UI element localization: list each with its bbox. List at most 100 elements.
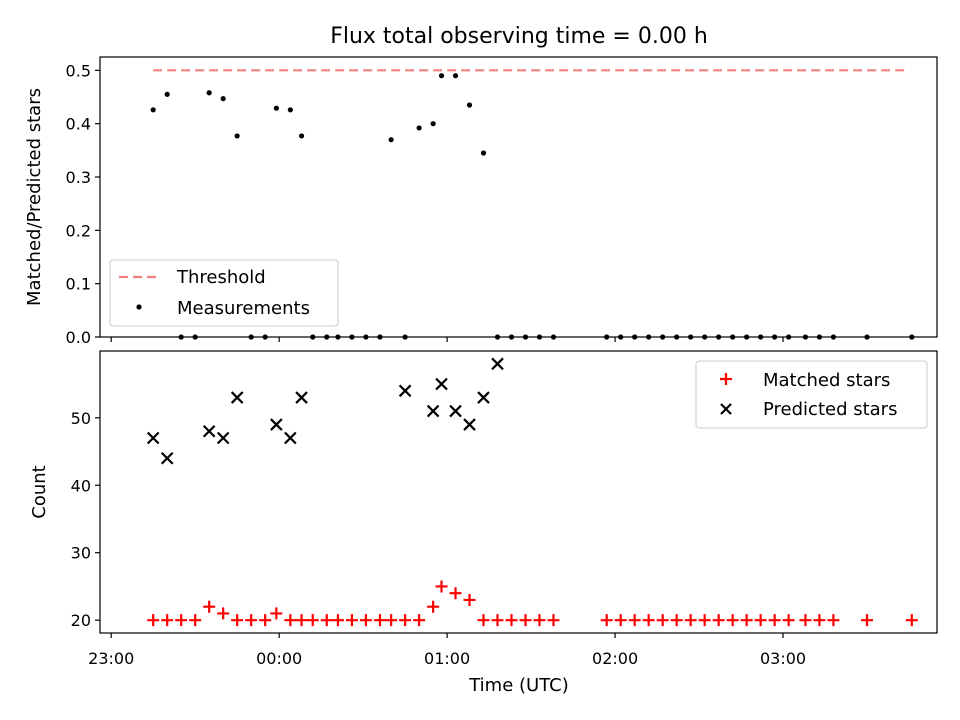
matched-stars-point [827,614,840,627]
bottom-x-axis-label: Time (UTC) [468,675,569,696]
chart-bottom: Count Time (UTC) 20 30 40 50 23:00 00:00 01:0… [29,350,938,696]
measurement-point [430,121,436,127]
bottom-xtick-label: 23:00 [88,649,134,668]
matched-stars-point [491,614,504,627]
matched-stars-point [435,580,448,593]
bottom-xtick-label: 03:00 [760,649,806,668]
matched-stars-point [799,614,812,627]
matched-stars-point [642,614,655,627]
bottom-y-axis: 20 30 40 50 [71,409,100,630]
measurement-point [480,150,487,156]
top-y-axis-label: Matched/Predicted stars [24,88,45,306]
legend-measurements-label: Measurements [177,298,310,319]
legend-threshold-label: Threshold [176,267,266,288]
measurement-point [452,73,459,79]
matched-stars-point [203,600,216,613]
predicted-stars-point [160,451,174,465]
bottom-ytick-label: 20 [71,611,91,630]
predicted-stars-point [491,357,504,371]
matched-stars-point [533,614,546,627]
legend-measurements-marker [136,304,142,310]
matched-stars-point [284,614,297,627]
bottom-ytick-label: 30 [71,544,91,563]
matched-stars-point [320,614,333,627]
predicted-stars-point [449,404,462,418]
matched-stars-point [359,614,372,627]
bottom-legend: Matched stars Predicted stars [695,360,928,429]
matched-stars-point [726,614,739,627]
matched-stars-point [614,614,627,627]
predicted-stars-point [202,425,216,438]
matched-stars-point [373,614,386,627]
bottom-x-axis: 23:00 00:00 01:00 02:00 03:00 [88,633,806,668]
measurement-point [416,125,422,131]
bottom-axes-frame [99,350,938,634]
predicted-stars-point [435,377,448,391]
measurement-point [164,91,170,97]
matched-stars-point [656,614,669,627]
legend-predicted-marker [720,403,732,415]
bottom-ytick-label: 50 [71,409,91,428]
legend-matched-marker [720,373,732,385]
matched-stars-point [245,614,258,627]
bottom-xtick-label: 02:00 [592,649,638,668]
legend-matched-label: Matched stars [763,370,890,391]
matched-stars-point [600,614,613,627]
predicted-stars-point [216,431,230,445]
matched-stars-point [413,614,426,627]
matched-stars-point [345,614,358,627]
matched-stars-point [449,587,462,600]
predicted-stars-point [295,391,308,404]
top-ytick-label: 0.0 [66,328,91,347]
matched-stars-point [295,614,308,627]
measurement-point [466,102,473,108]
measurement-point [220,96,226,102]
measurement-point [287,107,293,113]
matched-stars-point [189,614,202,627]
matched-stars-point [768,614,781,627]
matched-stars-point [754,614,767,627]
chart-top: Flux total observing time = 0.00 h Match… [24,24,938,347]
matched-stars-point [628,614,641,627]
matched-stars-point [477,614,490,627]
matched-stars-point [399,614,412,627]
measurement-point [206,90,212,96]
predicted-stars-point [146,431,160,445]
chart-title: Flux total observing time = 0.00 h [330,24,708,49]
matched-stars-point [175,614,188,627]
matched-stars-point [698,614,711,627]
matched-stars-point [306,614,319,627]
bottom-ytick-label: 40 [71,476,91,495]
predicted-stars-point [270,418,283,431]
bottom-legend-box [695,360,928,429]
top-x-axis [110,337,784,342]
matched-stars-point [740,614,753,627]
matched-stars-point [161,614,174,627]
matched-stars-point [259,614,272,627]
matched-stars-point [861,614,874,627]
matched-stars-point [463,593,476,606]
bottom-plot-area [146,357,918,627]
top-legend: Threshold Measurements [109,259,339,327]
measurement-point [150,107,156,113]
predicted-stars-point [463,418,476,431]
matched-stars-point [217,607,230,620]
measurement-point [438,73,445,79]
matched-stars-point [147,614,160,627]
matched-stars-point [385,614,398,627]
measurement-point [234,133,240,139]
matched-stars-point [231,614,244,627]
matched-stars-point [505,614,518,627]
top-ytick-label: 0.5 [66,61,91,80]
matched-stars-point [712,614,725,627]
measurement-point [298,133,305,139]
matched-stars-point [905,614,918,627]
matched-stars-point [519,614,532,627]
top-ytick-label: 0.4 [66,115,91,134]
matched-stars-point [670,614,683,627]
matched-stars-point [427,600,440,613]
top-y-axis: 0.0 0.1 0.2 0.3 0.4 0.5 [66,61,100,347]
matched-stars-point [331,614,344,627]
matched-stars-point [813,614,826,627]
